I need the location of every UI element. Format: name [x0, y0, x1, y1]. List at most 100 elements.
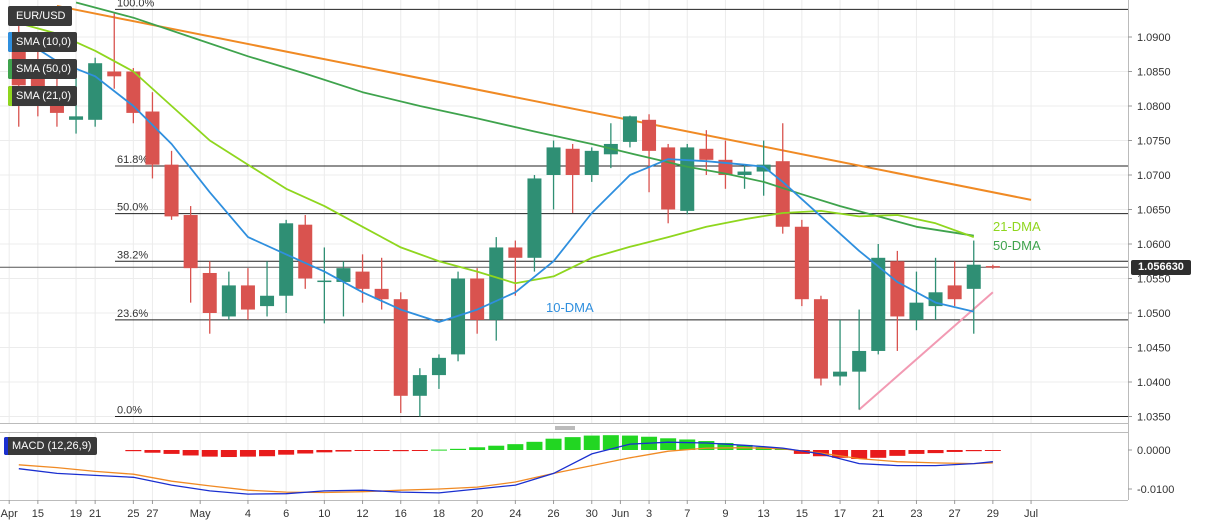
trendlines [56, 4, 1032, 411]
macd-histogram-bar [660, 438, 677, 450]
candle-body [69, 116, 84, 120]
macd-histogram-bar [870, 450, 887, 458]
macd-histogram-bar [278, 450, 295, 455]
sma50-legend-label: SMA (50,0) [16, 63, 72, 75]
candle-body [680, 147, 695, 211]
macd-histogram-bar [488, 445, 505, 450]
macd-histogram-bar [984, 450, 1001, 451]
time-tick-label: 17 [834, 508, 846, 520]
price-tick-label: 1.0700 [1137, 170, 1171, 182]
candle-body [145, 111, 160, 165]
fibonacci-levels: 100.0% 61.8% 50.0% 38.2% 23.6% 0.0% [0, 0, 1128, 417]
macd-histogram-bar [564, 437, 581, 450]
candle [508, 240, 523, 296]
candle-body [107, 71, 122, 77]
macd-histogram-bar [851, 450, 868, 459]
macd-histogram-bar [679, 439, 696, 450]
time-tick-label: 27 [949, 508, 961, 520]
candle [336, 261, 351, 317]
candle [355, 254, 370, 303]
macd-histogram-bar [411, 450, 428, 451]
candle [240, 268, 255, 320]
price-tick-label: 1.0800 [1137, 101, 1171, 113]
current-price-tag: 1.056630 [1131, 259, 1191, 275]
price-tick-label: 1.0600 [1137, 239, 1171, 251]
candle-body [985, 266, 1000, 268]
macd-histogram-bar [889, 450, 906, 456]
moving-averages [18, 1, 975, 323]
price-tick-label: 1.0650 [1137, 205, 1171, 217]
candle-body [221, 285, 236, 317]
candle-body [622, 116, 637, 142]
macd-signal-line [18, 447, 993, 494]
sma50-line [75, 1, 974, 237]
candle-body [240, 285, 255, 310]
sma21-annotation: 21-DMA [993, 219, 1041, 234]
candle-body [947, 285, 962, 300]
time-tick-label: 19 [70, 508, 82, 520]
macd-swatch [4, 437, 8, 455]
candle-body [527, 178, 542, 258]
price-tick-label: 1.0900 [1137, 32, 1171, 44]
macd-histogram-bar [335, 450, 352, 452]
macd-histogram-bar [297, 450, 314, 454]
macd-histogram-bar [832, 450, 849, 458]
macd-histogram-bar [583, 435, 600, 450]
macd-histogram-bar [545, 438, 562, 450]
candle [221, 271, 236, 320]
symbol-text: EUR/USD [16, 10, 66, 22]
macd-histogram-bar [220, 450, 237, 458]
candle [699, 130, 714, 175]
macd-legend[interactable]: MACD (12,26,9) [4, 437, 98, 455]
macd-histogram-bar [373, 450, 390, 451]
macd-histogram-bar [354, 450, 371, 451]
macd-histogram-bar [602, 435, 619, 450]
macd-histogram-bar [927, 450, 944, 454]
macd-histogram-bar [908, 450, 925, 454]
macd-histogram-bar [144, 450, 161, 453]
candle [756, 140, 771, 196]
candle [260, 261, 275, 317]
candle [565, 143, 580, 213]
macd-histogram-bar [526, 441, 543, 450]
sma21-swatch [8, 86, 12, 106]
macd-line [18, 441, 993, 495]
sma50-legend[interactable]: SMA (50,0) [8, 59, 78, 79]
candle [909, 271, 924, 331]
candle-body [813, 299, 828, 379]
macd-panel [0, 432, 1128, 500]
time-tick-label: May [190, 508, 211, 520]
time-tick-label: 16 [395, 508, 407, 520]
candle [794, 219, 809, 307]
candle [622, 115, 637, 148]
candle [412, 368, 427, 417]
macd-histogram-bar [965, 450, 982, 452]
candle [737, 164, 752, 189]
candle [546, 140, 561, 210]
price-tick-label: 1.0850 [1137, 67, 1171, 79]
candle-body [164, 164, 179, 217]
candle [107, 12, 122, 89]
candle-body [909, 302, 924, 320]
macd-histogram-bar [717, 442, 734, 450]
candle-body [584, 150, 599, 175]
macd-histogram-bar [469, 447, 486, 450]
macd-histogram-bar [392, 450, 409, 452]
sma10-legend[interactable]: SMA (10,0) [8, 32, 78, 52]
time-tick-label: 21 [872, 508, 884, 520]
candle-body [871, 257, 886, 351]
sma50-swatch [8, 59, 12, 79]
macd-histogram-bar [621, 435, 638, 450]
candle-body [412, 375, 427, 396]
candle [966, 240, 981, 334]
resistance-trendline [56, 4, 1032, 201]
macd-panel-bg [0, 432, 1128, 500]
time-tick-label: 9 [722, 508, 728, 520]
symbol-label[interactable]: EUR/USD [8, 6, 72, 26]
candle-body [565, 148, 580, 175]
candle [852, 309, 867, 410]
candle-body [852, 350, 867, 372]
sma21-legend[interactable]: SMA (21,0) [8, 86, 78, 106]
fib-label: 38.2% [117, 249, 148, 261]
